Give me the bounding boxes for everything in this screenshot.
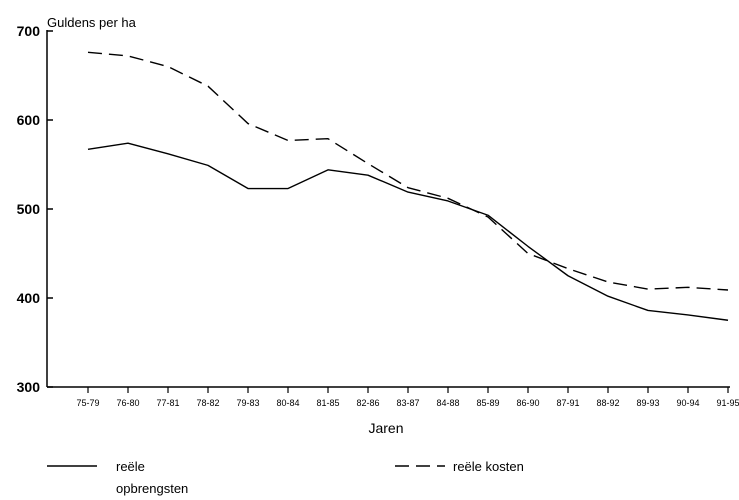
x-tick-label: 75-79 (76, 398, 99, 408)
series-line-yields (87, 142, 729, 321)
x-tick-label: 91-95 (716, 398, 739, 408)
x-tick-label: 76-80 (116, 398, 139, 408)
x-tick-label: 83-87 (396, 398, 419, 408)
y-tick-label: 500 (17, 201, 41, 217)
x-axis-label: Jaren (368, 420, 403, 436)
x-tick-label: 79-83 (236, 398, 259, 408)
legend: reële opbrengsten reële kosten (47, 459, 524, 496)
x-tick-label: 81-85 (316, 398, 339, 408)
y-ticks: 300 400 500 600 700 (17, 23, 53, 395)
legend-label: reële kosten (453, 459, 524, 474)
x-ticks: 75-79 76-80 77-81 78-82 79-83 80-84 81-85 82-86… (76, 387, 739, 408)
y-tick-label: 300 (17, 379, 41, 395)
x-tick-label: 78-82 (196, 398, 219, 408)
x-tick-label: 85-89 (476, 398, 499, 408)
x-tick-label: 80-84 (276, 398, 299, 408)
legend-label: reële (116, 459, 145, 474)
y-tick-label: 700 (17, 23, 41, 39)
series-line-costs (87, 51, 729, 291)
x-tick-label: 90-94 (676, 398, 699, 408)
x-tick-label: 88-92 (596, 398, 619, 408)
x-tick-label: 77-81 (156, 398, 179, 408)
x-tick-label: 82-86 (356, 398, 379, 408)
y-tick-label: 400 (17, 290, 41, 306)
y-axis-label: Guldens per ha (47, 15, 137, 30)
y-tick-label: 600 (17, 112, 41, 128)
x-tick-label: 84-88 (436, 398, 459, 408)
x-tick-label: 86-90 (516, 398, 539, 408)
legend-label: opbrengsten (116, 481, 188, 496)
series-group (87, 51, 729, 321)
x-tick-label: 87-91 (556, 398, 579, 408)
x-tick-label: 89-93 (636, 398, 659, 408)
